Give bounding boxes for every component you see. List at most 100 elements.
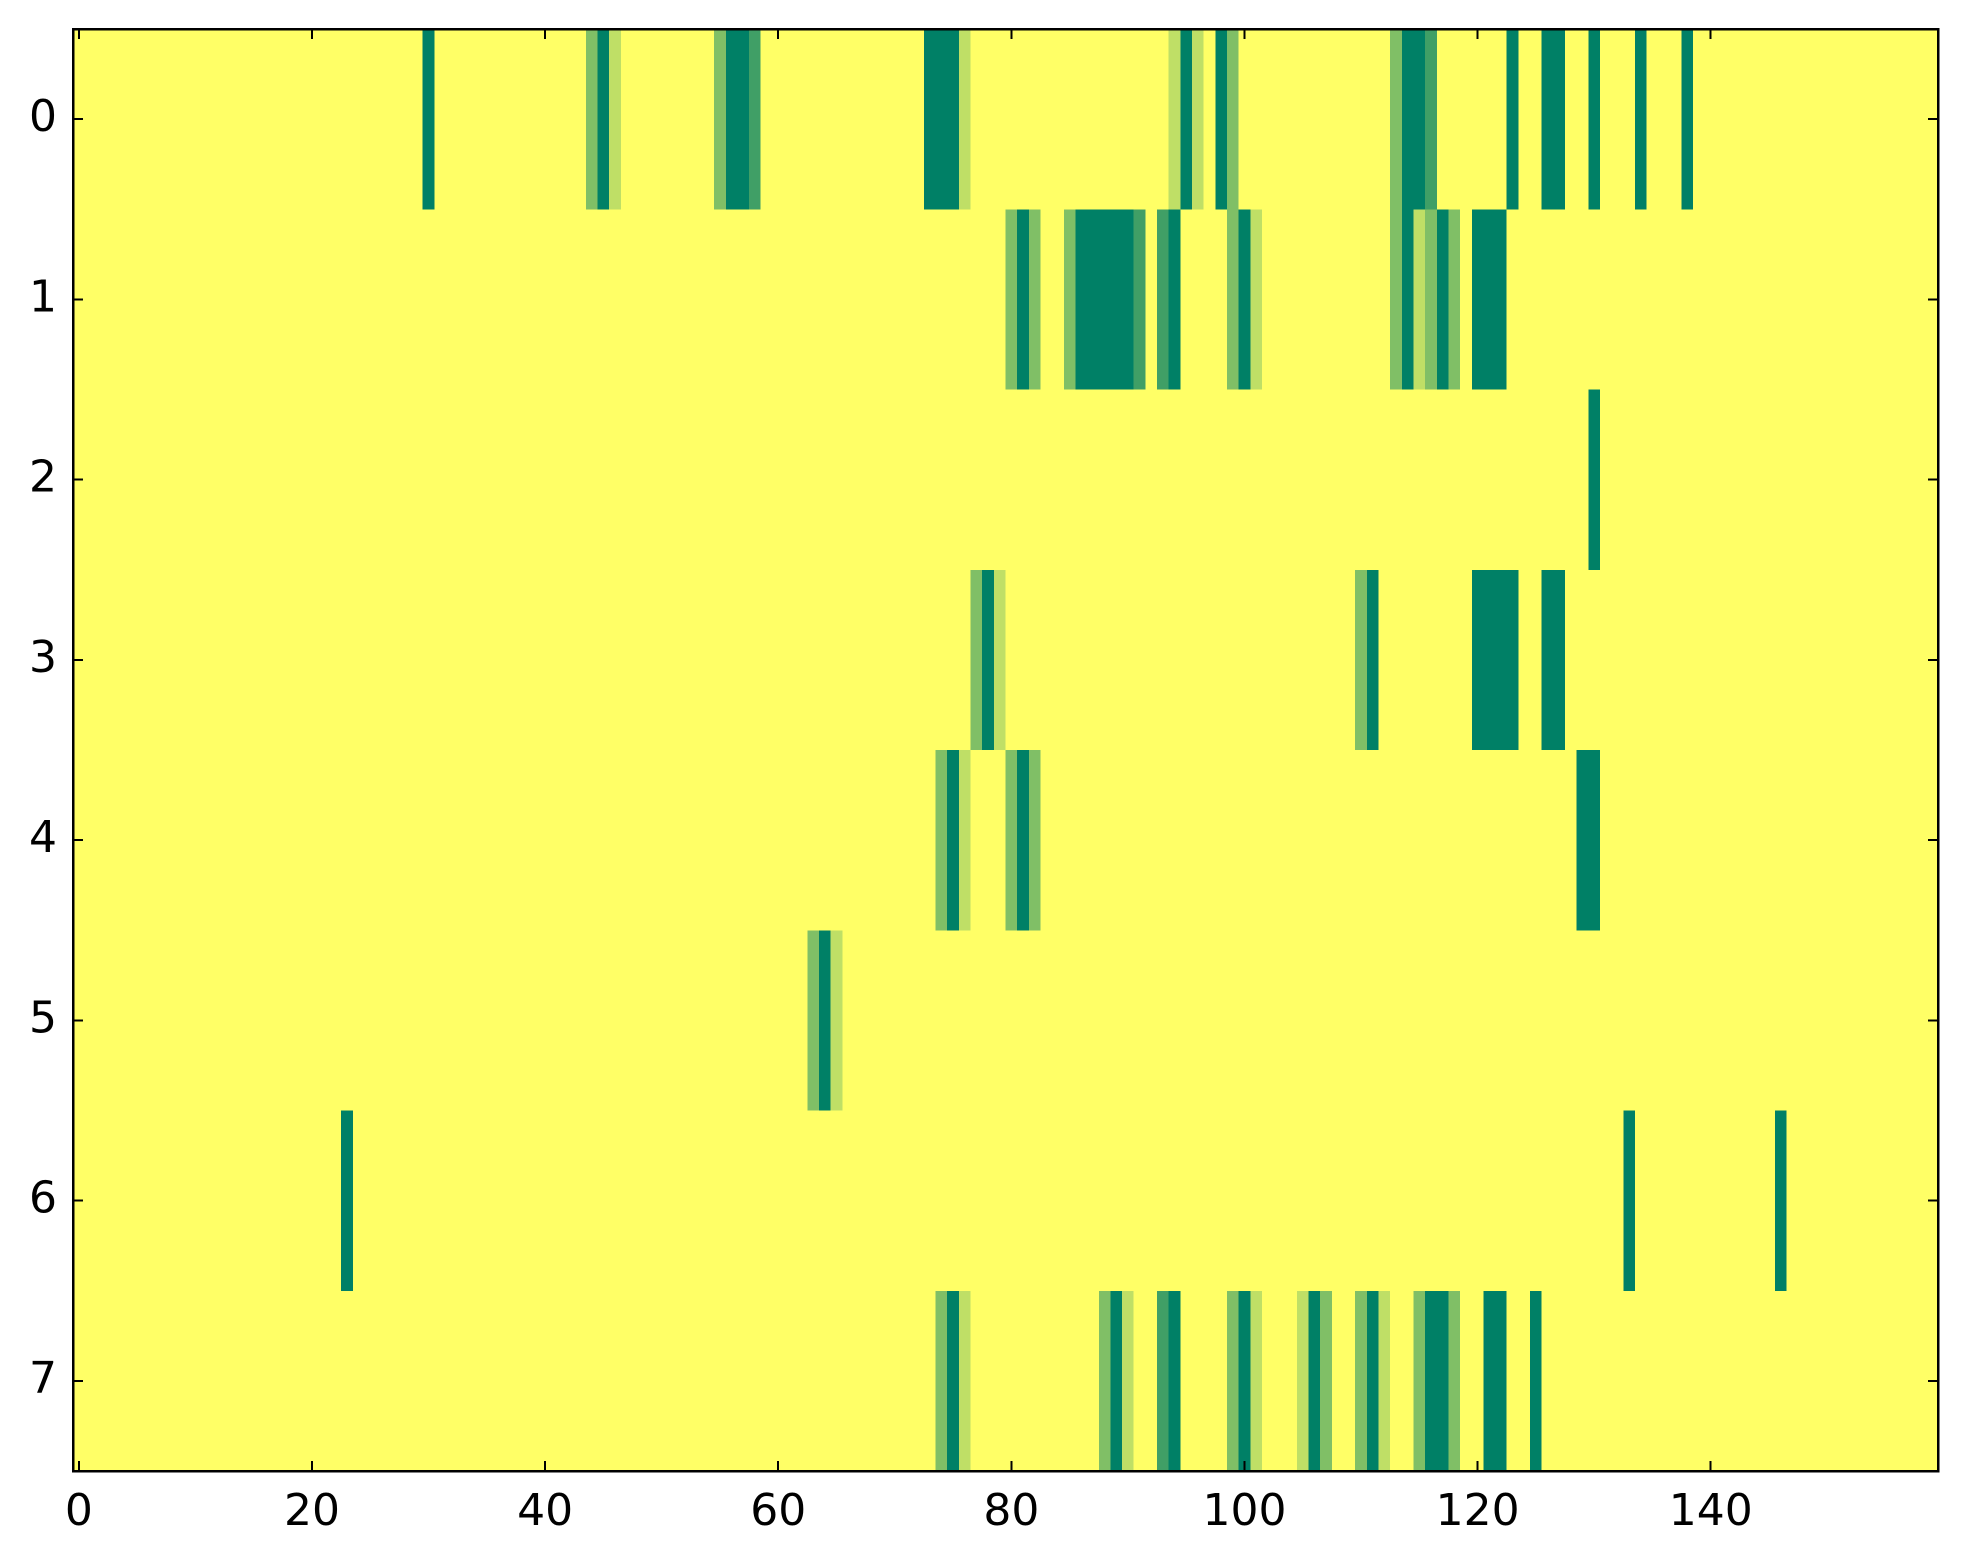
heatmap-cell — [702, 569, 715, 751]
heatmap-cell — [1774, 389, 1788, 571]
heatmap-cell — [1296, 1110, 1310, 1292]
heatmap-cell — [1821, 389, 1834, 571]
heatmap-cell — [1238, 930, 1251, 1112]
heatmap-cell — [760, 1290, 773, 1472]
heatmap-cell — [597, 389, 610, 571]
heatmap-cell — [1261, 209, 1275, 391]
heatmap-cell — [1693, 930, 1706, 1112]
heatmap-cell — [527, 29, 540, 210]
heatmap-cell — [1098, 750, 1112, 931]
heatmap-cell — [376, 29, 389, 210]
heatmap-cell — [1145, 569, 1158, 751]
heatmap-cell — [1879, 1290, 1892, 1472]
heatmap-cell — [236, 569, 249, 751]
heatmap-cell — [154, 1110, 167, 1292]
heatmap-cell — [655, 569, 669, 751]
heatmap-cell — [107, 930, 121, 1112]
heatmap-cell — [1133, 1290, 1146, 1472]
heatmap-cell — [1343, 930, 1356, 1112]
heatmap-cell — [562, 29, 575, 210]
heatmap-cell — [189, 29, 202, 210]
heatmap-cell — [1891, 930, 1904, 1112]
heatmap-cell — [958, 29, 972, 210]
heatmap-cell — [784, 569, 797, 751]
heatmap-cell — [1460, 1290, 1473, 1472]
heatmap-cell — [982, 930, 995, 1112]
heatmap-cell — [947, 1290, 960, 1472]
heatmap-cell — [795, 930, 808, 1112]
heatmap-cell — [515, 930, 529, 1112]
heatmap-cell — [1774, 1290, 1788, 1472]
heatmap-cell — [714, 389, 727, 571]
heatmap-cell — [96, 209, 109, 391]
heatmap-cell — [1331, 1290, 1345, 1472]
heatmap-cell — [1273, 389, 1286, 571]
heatmap-cell — [224, 389, 237, 571]
heatmap-cell — [865, 750, 878, 931]
heatmap-cell — [434, 1110, 447, 1292]
heatmap-cell — [1599, 1290, 1613, 1472]
heatmap-cell — [1110, 569, 1123, 751]
heatmap-cell — [1331, 569, 1345, 751]
heatmap-cell — [1471, 930, 1485, 1112]
heatmap-cell — [632, 1290, 645, 1472]
heatmap-cell — [784, 1110, 797, 1292]
heatmap-cell — [1728, 1290, 1741, 1472]
heatmap-cell — [877, 569, 890, 751]
heatmap-cell — [212, 389, 226, 571]
heatmap-cell — [1763, 1110, 1776, 1292]
heatmap-cell — [1751, 569, 1764, 751]
heatmap-cell — [1868, 750, 1881, 931]
heatmap-cell — [282, 569, 296, 751]
heatmap-cell — [993, 1290, 1007, 1472]
heatmap-cell — [352, 209, 366, 391]
heatmap-cell — [772, 29, 785, 210]
y-tick-label: 2 — [29, 452, 57, 503]
heatmap-cell — [282, 1110, 296, 1292]
heatmap-cell — [1320, 930, 1333, 1112]
heatmap-cell — [632, 209, 645, 391]
heatmap-cell — [96, 569, 109, 751]
heatmap-cell — [1681, 209, 1694, 391]
heatmap-cell — [1611, 569, 1624, 751]
heatmap-cell — [1471, 1110, 1485, 1292]
heatmap-cell — [119, 750, 132, 931]
heatmap-cell — [1285, 930, 1298, 1112]
heatmap-cell — [1495, 569, 1508, 751]
heatmap-cell — [1530, 389, 1543, 571]
heatmap-cell — [1541, 1110, 1554, 1292]
heatmap-cell — [679, 569, 692, 751]
heatmap-cell — [1530, 29, 1543, 210]
heatmap-cell — [1693, 750, 1706, 931]
heatmap-cell — [749, 930, 762, 1112]
heatmap-cell — [1611, 1290, 1624, 1472]
heatmap-cell — [830, 209, 843, 391]
heatmap-cell — [154, 209, 167, 391]
heatmap-cell — [1063, 569, 1077, 751]
heatmap-cell — [247, 750, 261, 931]
heatmap-cell — [1122, 1290, 1135, 1472]
heatmap-cell — [1425, 930, 1438, 1112]
heatmap-cell — [107, 389, 121, 571]
heatmap-cell — [1261, 1290, 1275, 1472]
heatmap-cell — [329, 750, 342, 931]
heatmap-cell — [958, 569, 972, 751]
heatmap-cell — [1250, 930, 1263, 1112]
heatmap-cell — [201, 209, 214, 391]
heatmap-cell — [1460, 389, 1473, 571]
heatmap-cell — [632, 389, 645, 571]
heatmap-cell — [1879, 1110, 1892, 1292]
heatmap-cell — [1180, 29, 1193, 210]
heatmap-cell — [1075, 209, 1088, 391]
heatmap-cell — [574, 29, 587, 210]
heatmap-cell — [1809, 1110, 1823, 1292]
heatmap-cell — [1879, 389, 1892, 571]
heatmap-cell — [609, 1110, 622, 1292]
heatmap-cell — [853, 930, 867, 1112]
heatmap-cell — [1413, 930, 1426, 1112]
heatmap-cell — [107, 209, 121, 391]
heatmap-cell — [1390, 1290, 1403, 1472]
heatmap-cell — [1413, 209, 1426, 391]
heatmap-cell — [1122, 1110, 1135, 1292]
heatmap-cell — [877, 209, 890, 391]
